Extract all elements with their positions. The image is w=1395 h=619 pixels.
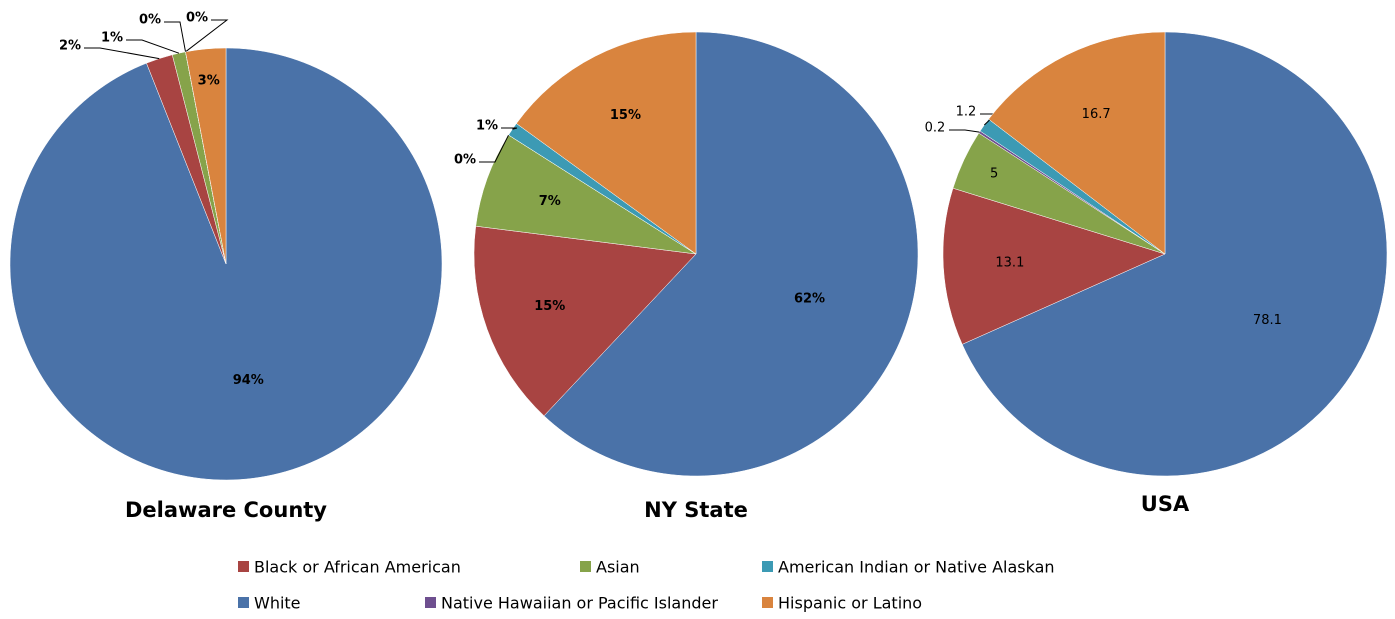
data-label: 1% (101, 31, 123, 46)
leader-line (164, 21, 187, 52)
pie-slice (185, 47, 227, 265)
leader-line (126, 39, 180, 54)
data-label: 62% (794, 291, 825, 306)
legend-label: American Indian or Native Alaskan (778, 558, 1055, 577)
data-label: 0.2 (925, 121, 946, 136)
data-label: 13.1 (995, 256, 1024, 271)
pie-slice (473, 225, 697, 417)
chart-title: USA (1141, 492, 1190, 516)
data-label: 78.1 (1253, 313, 1282, 328)
data-label: 3% (198, 74, 220, 89)
chart-title: Delaware County (125, 498, 327, 522)
leader-line (501, 127, 518, 130)
data-label: 94% (233, 373, 264, 388)
legend-swatch (425, 597, 436, 608)
pie-slice (516, 31, 697, 255)
data-label: 2% (59, 39, 81, 54)
legend-label: White (254, 594, 301, 613)
pie-slice (543, 31, 919, 477)
legend-swatch (238, 597, 249, 608)
pie-slice (942, 187, 1166, 345)
leader-line (185, 19, 229, 53)
data-label: 15% (534, 299, 565, 314)
legend-label: Asian (596, 558, 640, 577)
data-label: 5 (990, 166, 998, 181)
leader-line (479, 134, 510, 163)
chart-title: NY State (644, 498, 748, 522)
legend-label: Black or African American (254, 558, 461, 577)
pie-slice (961, 31, 1388, 477)
data-label: 15% (610, 108, 641, 123)
data-label: 0% (186, 11, 208, 26)
pie-slice (988, 31, 1166, 255)
leader-line (949, 129, 980, 133)
data-label: 0% (139, 13, 161, 28)
legend-label: Native Hawaiian or Pacific Islander (441, 594, 718, 613)
legend-swatch (762, 597, 773, 608)
legend-swatch (762, 561, 773, 572)
data-label: 1.2 (956, 105, 977, 120)
legend-swatch (580, 561, 591, 572)
data-label: 0% (454, 153, 476, 168)
data-label: 7% (539, 194, 561, 209)
legend-swatch (238, 561, 249, 572)
data-label: 1% (476, 119, 498, 134)
leader-line (84, 47, 160, 60)
data-label: 16.7 (1082, 107, 1111, 122)
legend-label: Hispanic or Latino (778, 594, 922, 613)
